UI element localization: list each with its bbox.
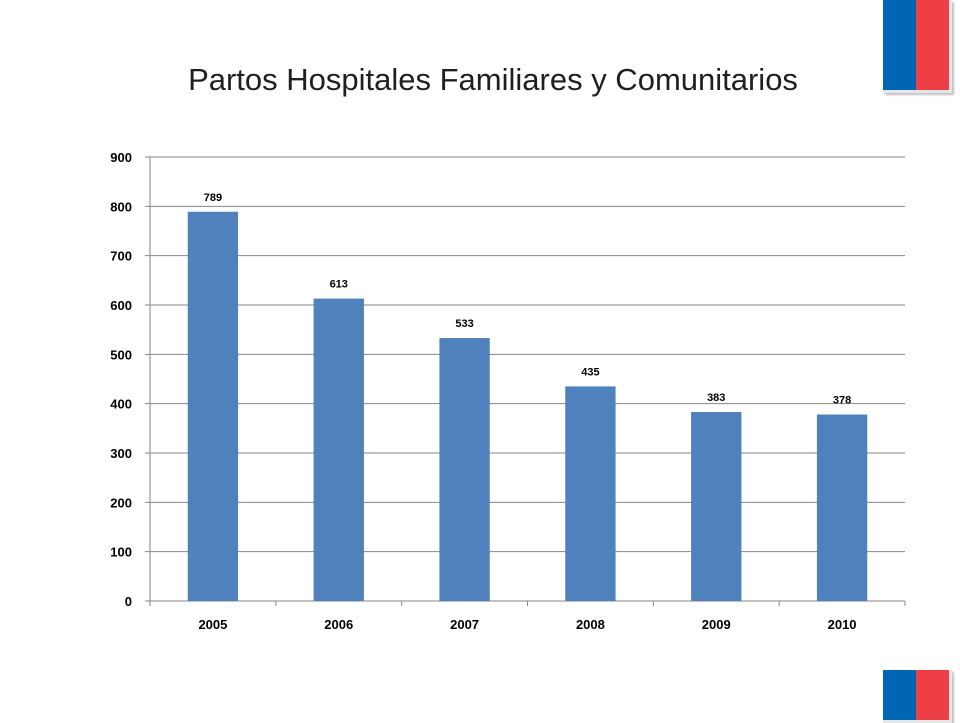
data-label-2005: 789: [204, 192, 222, 204]
flag-red-stripe: [916, 670, 949, 720]
x-tick-label-2005: 2005: [198, 617, 227, 632]
y-tick-label: 0: [125, 594, 132, 609]
x-tick-label-2009: 2009: [702, 617, 731, 632]
bar-2007: [439, 338, 490, 601]
y-tick-label: 800: [110, 199, 132, 214]
data-label-2009: 383: [707, 392, 725, 404]
flag-red-stripe: [916, 0, 949, 90]
y-tick-label: 700: [110, 249, 132, 264]
data-label-2008: 435: [581, 366, 599, 378]
y-tick-label: 500: [110, 347, 132, 362]
y-tick-label: 100: [110, 545, 132, 560]
data-label-2010: 378: [833, 395, 851, 407]
data-label-2007: 533: [455, 318, 473, 330]
x-tick-label-2006: 2006: [324, 617, 353, 632]
y-tick-label: 600: [110, 298, 132, 313]
chile-flag-top: [883, 0, 952, 93]
bar-2008: [565, 386, 616, 601]
y-tick-label: 300: [110, 446, 132, 461]
bar-2006: [313, 298, 364, 601]
x-tick-label-2008: 2008: [576, 617, 605, 632]
flag-blue-stripe: [883, 0, 916, 90]
bar-2005: [187, 211, 239, 601]
chile-flag-bottom: [883, 670, 952, 723]
bar-2010: [816, 414, 868, 601]
x-tick-label-2007: 2007: [450, 617, 479, 632]
x-tick-label-2010: 2010: [828, 617, 857, 632]
bar-2009: [691, 412, 742, 601]
data-label-2006: 613: [330, 279, 348, 291]
slide-title: Partos Hospitales Familiares y Comunitar…: [188, 62, 798, 97]
y-tick-label: 900: [110, 150, 132, 165]
flag-blue-stripe: [883, 670, 916, 720]
y-tick-label: 400: [110, 397, 132, 412]
y-tick-label: 200: [110, 495, 132, 510]
